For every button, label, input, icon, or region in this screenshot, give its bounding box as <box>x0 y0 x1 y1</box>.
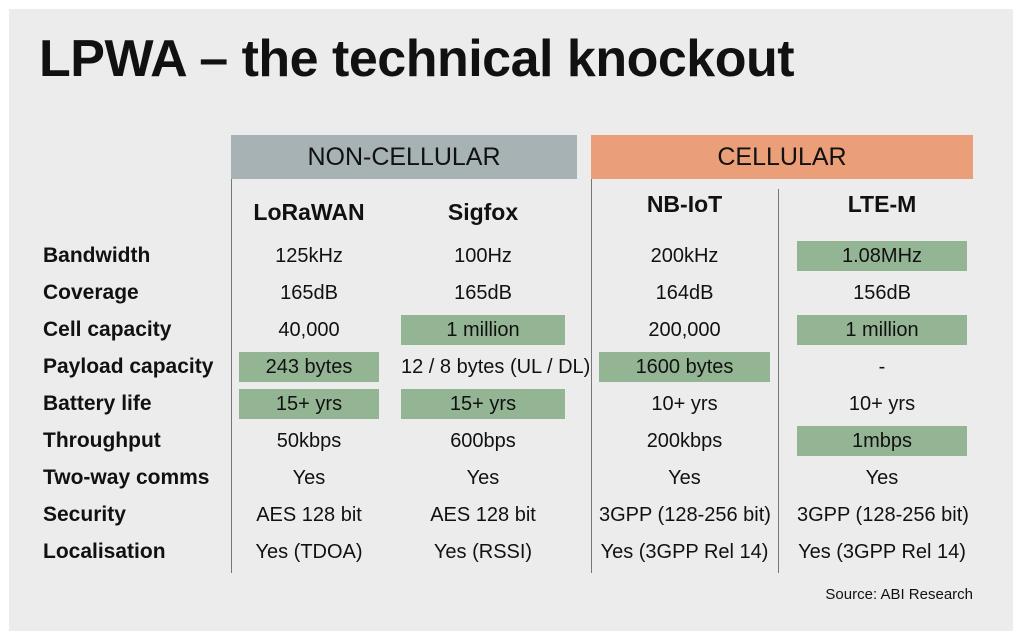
column-divider <box>231 135 232 573</box>
row-label: Payload capacity <box>43 355 214 378</box>
table-cell: Yes (3GPP Rel 14) <box>600 541 769 563</box>
col-sigfox-header: Sigfox <box>447 199 519 225</box>
row-label: Localisation <box>43 540 166 563</box>
table-cell: Yes (TDOA) <box>255 541 363 563</box>
column-divider <box>591 135 592 573</box>
table-cell: - <box>878 356 886 378</box>
col-nb-iot-header: NB-IoT <box>646 191 723 217</box>
table-cell: 125kHz <box>275 245 343 267</box>
table-cell: AES 128 bit <box>256 504 362 526</box>
table-cell: Yes <box>292 467 326 489</box>
table-cell: 12 / 8 bytes (UL / DL) <box>401 356 591 378</box>
table-cell: 1.08MHz <box>797 241 967 271</box>
table-cell: 1600 bytes <box>599 352 770 382</box>
cellular-header: CELLULAR <box>591 135 973 179</box>
table-cell: 1 million <box>401 315 565 345</box>
col-lorawan-header: LoRaWAN <box>253 199 365 225</box>
column-divider <box>778 189 779 573</box>
table-cell: Yes <box>466 467 500 489</box>
table-cell: 10+ yrs <box>651 393 718 415</box>
table-cell: 200,000 <box>648 319 721 341</box>
source-note: Source: ABI Research <box>825 586 973 603</box>
table-cell: 100Hz <box>454 245 512 267</box>
table-cell: AES 128 bit <box>430 504 536 526</box>
table-cell: 243 bytes <box>239 352 379 382</box>
comparison-card: LPWA – the technical knockout NON-CELLUL… <box>9 9 1013 631</box>
row-label: Battery life <box>43 392 152 415</box>
row-label: Throughput <box>43 429 161 452</box>
row-label: Bandwidth <box>43 244 151 267</box>
table-cell: 3GPP (128-256 bit) <box>599 504 771 526</box>
table-cell: Yes <box>668 467 701 489</box>
row-label: Coverage <box>43 281 139 304</box>
table-cell: 165dB <box>280 282 338 304</box>
table-cell: Yes (3GPP Rel 14) <box>798 541 966 563</box>
table-cell: 200kHz <box>650 245 719 267</box>
non-cellular-header: NON-CELLULAR <box>231 135 577 179</box>
page-title: LPWA – the technical knockout <box>39 30 795 88</box>
table-cell: Yes <box>865 467 899 489</box>
table-cell: 10+ yrs <box>848 393 916 415</box>
table-cell: 40,000 <box>278 319 340 341</box>
row-label: Security <box>43 503 126 526</box>
table-cell: 15+ yrs <box>401 389 565 419</box>
row-label: Two-way comms <box>43 466 210 489</box>
table-cell: Yes (RSSI) <box>433 541 533 563</box>
table-cell: 3GPP (128-256 bit) <box>797 504 969 526</box>
table-cell: 1 million <box>797 315 967 345</box>
row-label: Cell capacity <box>43 318 172 341</box>
table-cell: 15+ yrs <box>239 389 379 419</box>
table-cell: 600bps <box>450 430 516 452</box>
table-cell: 164dB <box>655 282 714 304</box>
table-cell: 165dB <box>454 282 512 304</box>
table-cell: 50kbps <box>276 430 342 452</box>
table-cell: 1mbps <box>797 426 967 456</box>
table-cell: 200kbps <box>646 430 723 452</box>
col-lte-m-header: LTE-M <box>847 191 917 217</box>
table-cell: 156dB <box>853 282 911 304</box>
